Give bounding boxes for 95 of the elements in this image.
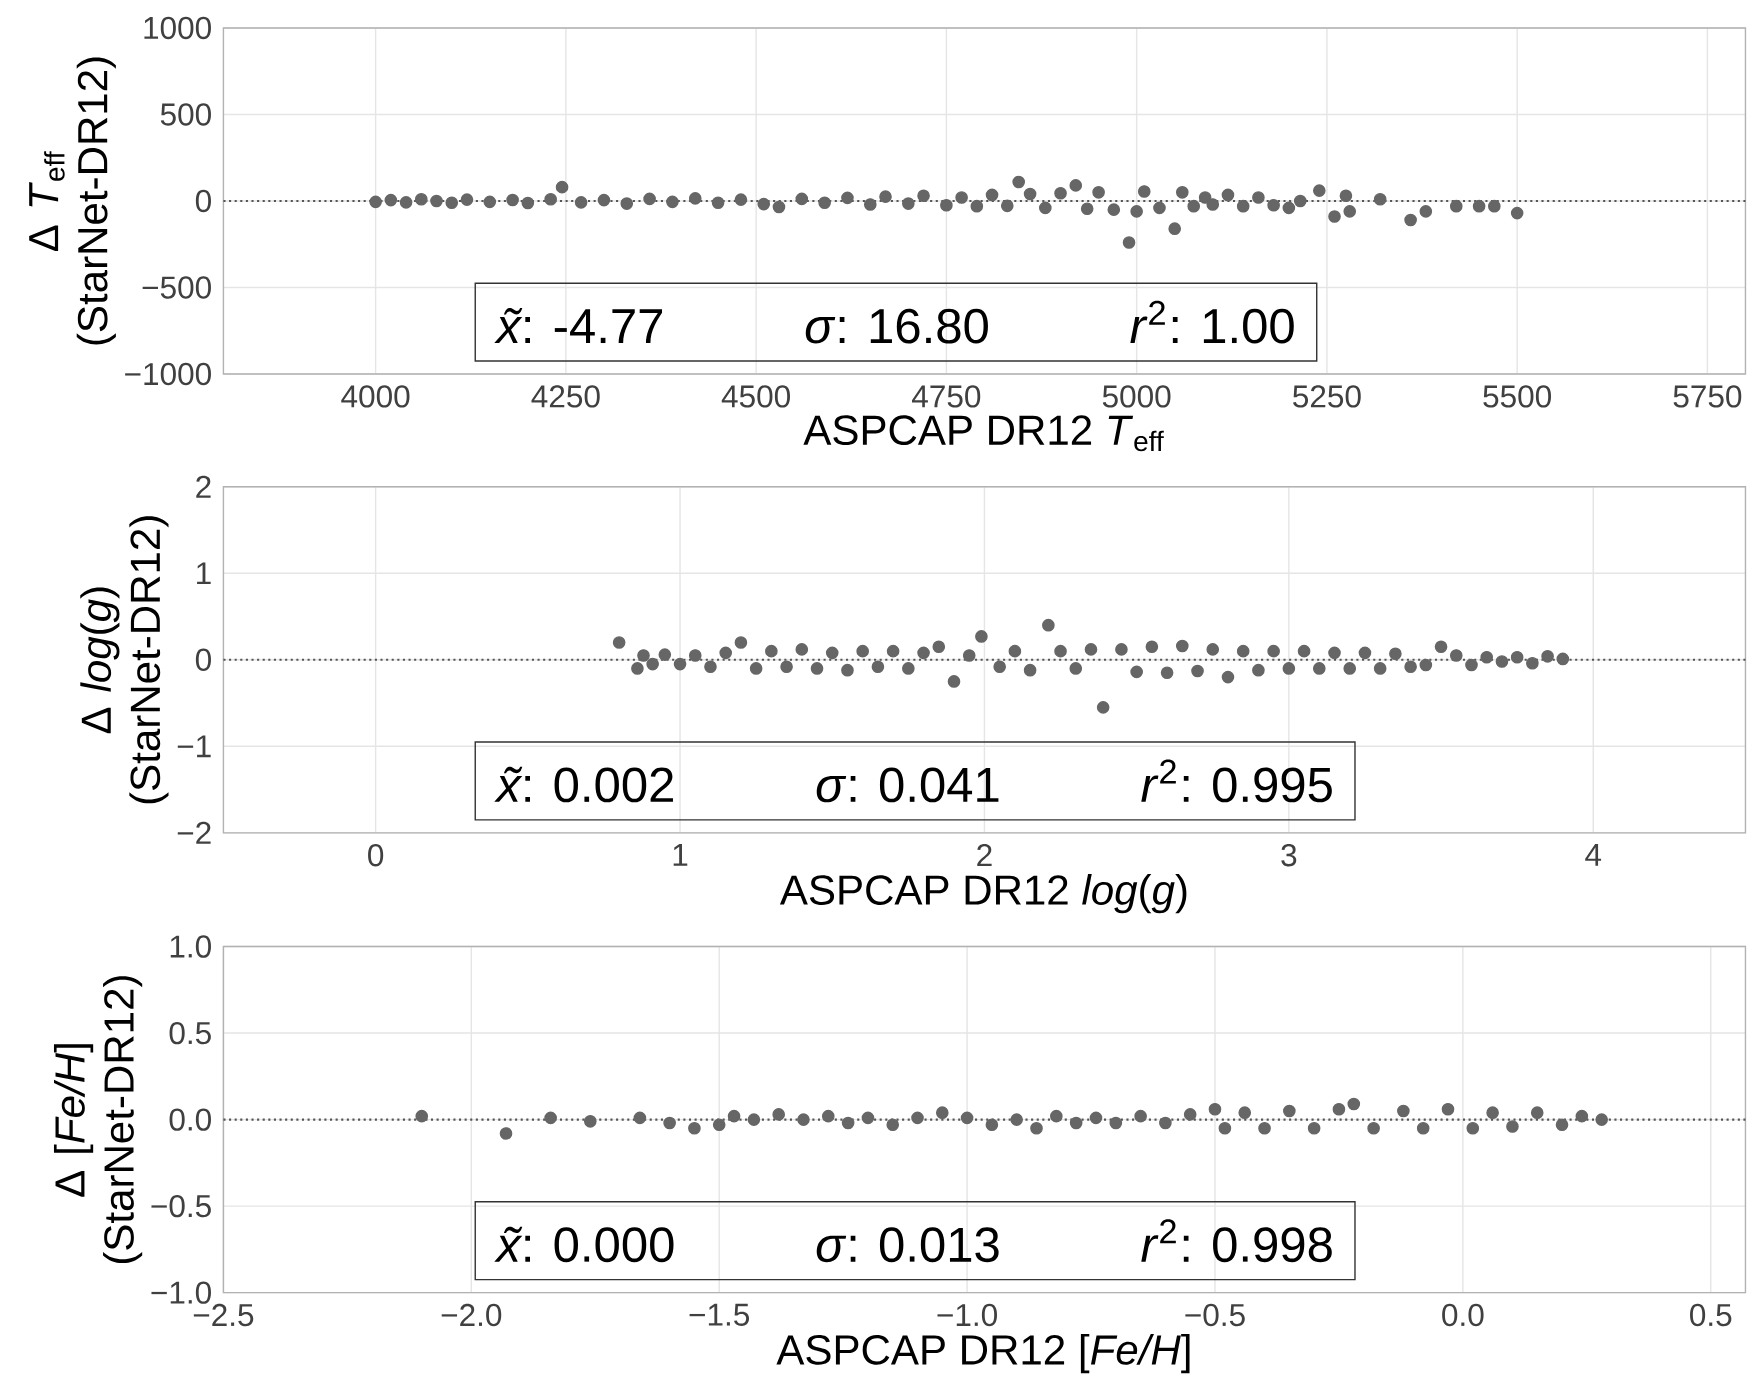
y-tick-label: 2 bbox=[196, 475, 211, 498]
point bbox=[1258, 1122, 1271, 1135]
point bbox=[1466, 1122, 1480, 1135]
y-tick-label: 0 bbox=[195, 189, 211, 213]
y-tick-label: 1.0 bbox=[170, 935, 211, 958]
x-tick-label: −1.5 bbox=[689, 1304, 750, 1327]
point bbox=[727, 1110, 741, 1123]
point bbox=[1238, 1106, 1252, 1120]
point bbox=[499, 1127, 513, 1140]
point bbox=[911, 1111, 924, 1125]
point bbox=[1089, 1111, 1103, 1125]
x-tick-label: 0.0 bbox=[1442, 1304, 1484, 1327]
annotation: r$^{2}$: 1.00 bbox=[1130, 300, 1294, 344]
point bbox=[772, 1108, 785, 1121]
x-tick-label: −1.0 bbox=[937, 1304, 998, 1327]
y-tick-label: 0.5 bbox=[169, 1022, 211, 1045]
annotation: σ: 16.80 bbox=[805, 308, 988, 344]
y-tick-label: −0.5 bbox=[151, 1195, 211, 1218]
annotation: x̃: 0.002 bbox=[494, 767, 673, 803]
y-tick-label: −2 bbox=[177, 821, 211, 845]
point bbox=[1208, 1103, 1222, 1116]
point bbox=[1416, 1122, 1430, 1135]
annotation: σ: 0.041 bbox=[816, 767, 999, 803]
x-tick-label: 5250 bbox=[1293, 385, 1361, 408]
point bbox=[1010, 1113, 1023, 1127]
point bbox=[821, 1110, 835, 1123]
point bbox=[841, 1116, 855, 1130]
point bbox=[1530, 1106, 1544, 1120]
point bbox=[583, 1115, 597, 1128]
point bbox=[1159, 1116, 1172, 1130]
x-tick-label: 4250 bbox=[531, 385, 600, 408]
point bbox=[861, 1111, 875, 1125]
point bbox=[1486, 1106, 1499, 1120]
x-tick-label: 0 bbox=[368, 844, 384, 867]
point bbox=[1050, 1110, 1063, 1123]
point bbox=[633, 1111, 647, 1125]
point bbox=[712, 1118, 726, 1132]
point bbox=[960, 1111, 974, 1125]
point bbox=[1347, 1097, 1361, 1111]
x-tick-label: 4 bbox=[1585, 844, 1602, 866]
x-tick-label: −0.5 bbox=[1185, 1304, 1245, 1327]
x-tick-label: 4750 bbox=[912, 385, 981, 408]
annotation: x̃: -4.77 bbox=[494, 308, 663, 344]
point bbox=[1283, 1104, 1296, 1118]
point bbox=[1307, 1122, 1321, 1135]
y-tick-label: 1 bbox=[197, 562, 211, 585]
x-tick-label: 0.5 bbox=[1690, 1304, 1732, 1327]
point bbox=[1575, 1110, 1589, 1123]
point bbox=[1441, 1103, 1455, 1116]
y-tick-label: 1000 bbox=[144, 16, 211, 40]
x-tick-label: 1 bbox=[673, 844, 688, 866]
point bbox=[1030, 1122, 1043, 1135]
point bbox=[1332, 1103, 1346, 1116]
x-tick-label: 5000 bbox=[1102, 385, 1171, 408]
point bbox=[1218, 1122, 1232, 1135]
annotation: r$^{2}$: 0.995 bbox=[1141, 759, 1332, 803]
point bbox=[544, 1111, 557, 1125]
point bbox=[985, 1118, 999, 1132]
x-tick-label: 2 bbox=[977, 844, 992, 867]
point bbox=[1134, 1110, 1147, 1123]
annotation: r$^{2}$: 0.998 bbox=[1141, 1219, 1332, 1263]
annotation: x̃: 0.000 bbox=[494, 1226, 674, 1263]
point bbox=[1555, 1118, 1569, 1132]
y-tick-label: 0 bbox=[195, 648, 211, 672]
point bbox=[886, 1118, 900, 1132]
point bbox=[747, 1113, 761, 1127]
point bbox=[663, 1116, 676, 1130]
x-tick-label: −2.5 bbox=[193, 1304, 254, 1327]
y-tick-label: −500 bbox=[142, 276, 211, 299]
y-tick-label: −1 bbox=[177, 735, 211, 758]
x-tick-label: 4500 bbox=[721, 385, 790, 408]
point bbox=[1397, 1104, 1410, 1118]
point bbox=[1069, 1116, 1083, 1130]
x-axis-title: ASPCAP DR12 [Fe/H] bbox=[776, 1334, 1190, 1374]
y-tick-label: 500 bbox=[160, 103, 211, 126]
x-tick-label: −2.0 bbox=[441, 1304, 502, 1327]
x-tick-label: 5750 bbox=[1673, 385, 1742, 408]
point bbox=[1109, 1116, 1123, 1130]
x-axis-title: ASPCAP DR12 T$_{eff}$ bbox=[803, 415, 1164, 452]
point bbox=[797, 1113, 810, 1127]
x-tick-label: 3 bbox=[1281, 844, 1297, 867]
point bbox=[415, 1110, 429, 1123]
point bbox=[935, 1106, 949, 1120]
y-tick-label: 0.0 bbox=[169, 1108, 211, 1131]
point bbox=[1595, 1113, 1608, 1127]
point bbox=[1183, 1108, 1197, 1121]
y-tick-label: −1000 bbox=[125, 363, 211, 386]
point bbox=[688, 1122, 701, 1135]
y-tick-label: −1.0 bbox=[151, 1281, 211, 1305]
x-tick-label: 5500 bbox=[1483, 385, 1552, 408]
x-axis-title: ASPCAP DR12 log(g) bbox=[779, 874, 1187, 914]
point bbox=[1506, 1120, 1519, 1134]
annotation: σ: 0.013 bbox=[816, 1227, 999, 1263]
point bbox=[1367, 1122, 1380, 1135]
x-tick-label: 4000 bbox=[341, 385, 410, 408]
